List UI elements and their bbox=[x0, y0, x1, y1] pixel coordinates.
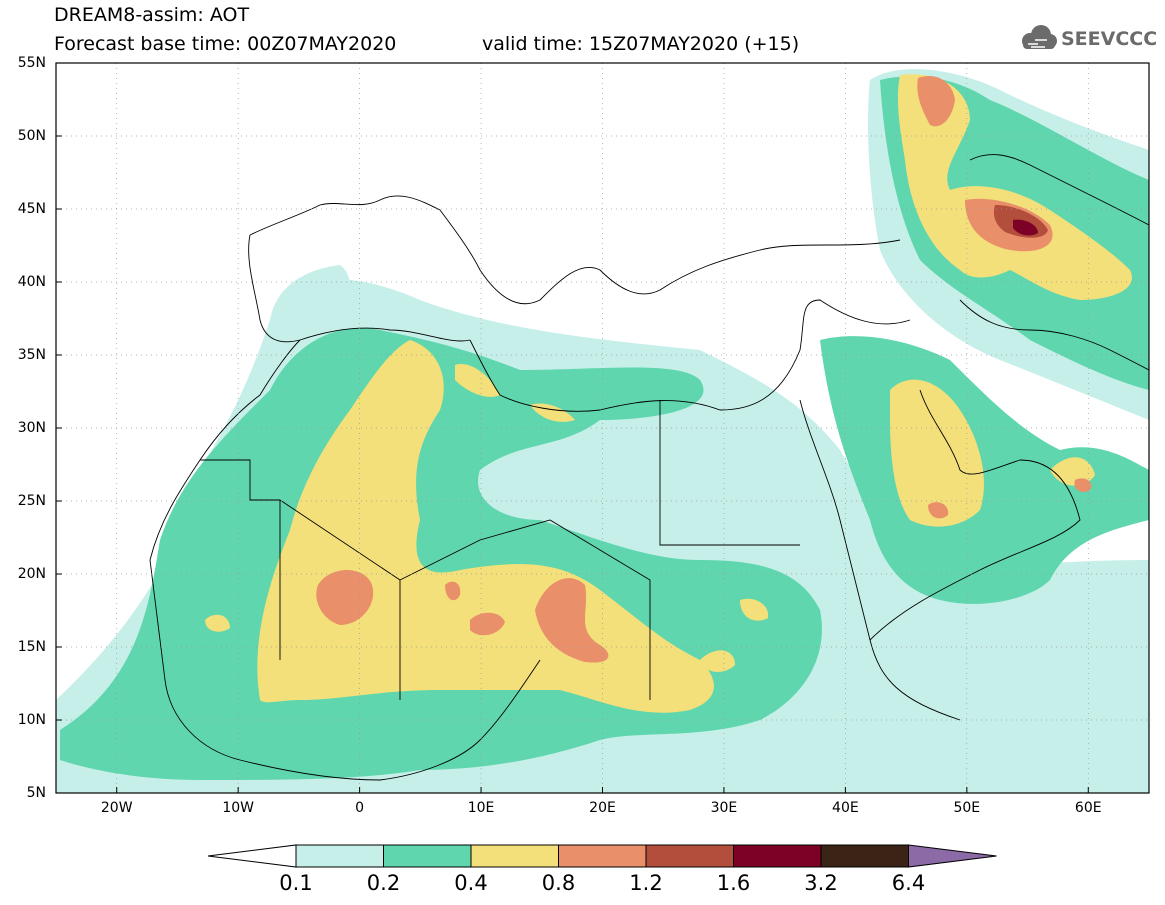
colorbar-swatch bbox=[645, 844, 734, 868]
lat-label: 10N bbox=[17, 712, 46, 728]
colorbar-label: 1.2 bbox=[629, 871, 663, 895]
colorbar-swatch bbox=[733, 844, 822, 868]
colorbar-label: 0.4 bbox=[454, 871, 488, 895]
lat-label: 15N bbox=[17, 639, 46, 655]
colorbar-label: 0.2 bbox=[366, 871, 401, 895]
lat-label: 5N bbox=[26, 785, 46, 801]
lat-label: 55N bbox=[17, 55, 46, 71]
lat-label: 50N bbox=[17, 128, 46, 144]
valid-time: valid time: 15Z07MAY2020 (+15) bbox=[482, 33, 800, 55]
lon-label: 20W bbox=[100, 800, 133, 816]
lon-label: 50E bbox=[953, 800, 981, 816]
cloud-icon bbox=[1022, 25, 1057, 49]
colorbar-swatch bbox=[470, 844, 559, 868]
colorbar-label: 3.2 bbox=[804, 871, 838, 895]
lon-label: 30E bbox=[710, 800, 738, 816]
axis-ticks bbox=[56, 62, 1089, 794]
lat-label: 45N bbox=[17, 201, 46, 217]
lon-label: 40E bbox=[832, 800, 859, 816]
lat-label: 40N bbox=[17, 274, 46, 290]
colorbar-swatch bbox=[295, 844, 384, 868]
colorbar-underflow bbox=[207, 844, 297, 868]
country-borders bbox=[149, 154, 1149, 781]
logo-text: SEEVCCC bbox=[1061, 28, 1158, 50]
lon-label: 10W bbox=[222, 800, 254, 816]
colorbar-swatch bbox=[383, 844, 472, 868]
lon-label: 10E bbox=[467, 800, 495, 816]
colorbar-label: 0.8 bbox=[541, 871, 576, 895]
lat-label: 20N bbox=[17, 566, 46, 582]
forecast-base-time: Forecast base time: 00Z07MAY2020 bbox=[54, 33, 397, 55]
colorbar-label: 6.4 bbox=[891, 871, 926, 895]
lat-label: 25N bbox=[17, 493, 46, 509]
lon-label: 60E bbox=[1074, 800, 1102, 816]
lon-label: 0 bbox=[355, 800, 365, 816]
colorbar-swatch bbox=[558, 844, 647, 868]
lat-label: 30N bbox=[17, 420, 46, 436]
lat-label: 35N bbox=[17, 347, 46, 363]
aot-band-0-4 bbox=[205, 74, 1132, 713]
colorbar-overflow bbox=[908, 844, 997, 868]
aot-band-1-6 bbox=[1013, 219, 1038, 236]
colorbar-label: 1.6 bbox=[716, 871, 751, 895]
graticule bbox=[56, 63, 1149, 793]
map-title: DREAM8-assim: AOT bbox=[54, 4, 250, 26]
colorbar-swatch bbox=[820, 844, 909, 868]
aot-field bbox=[56, 69, 1149, 793]
lon-label: 20E bbox=[589, 800, 616, 816]
colorbar-label: 0.1 bbox=[279, 871, 313, 895]
